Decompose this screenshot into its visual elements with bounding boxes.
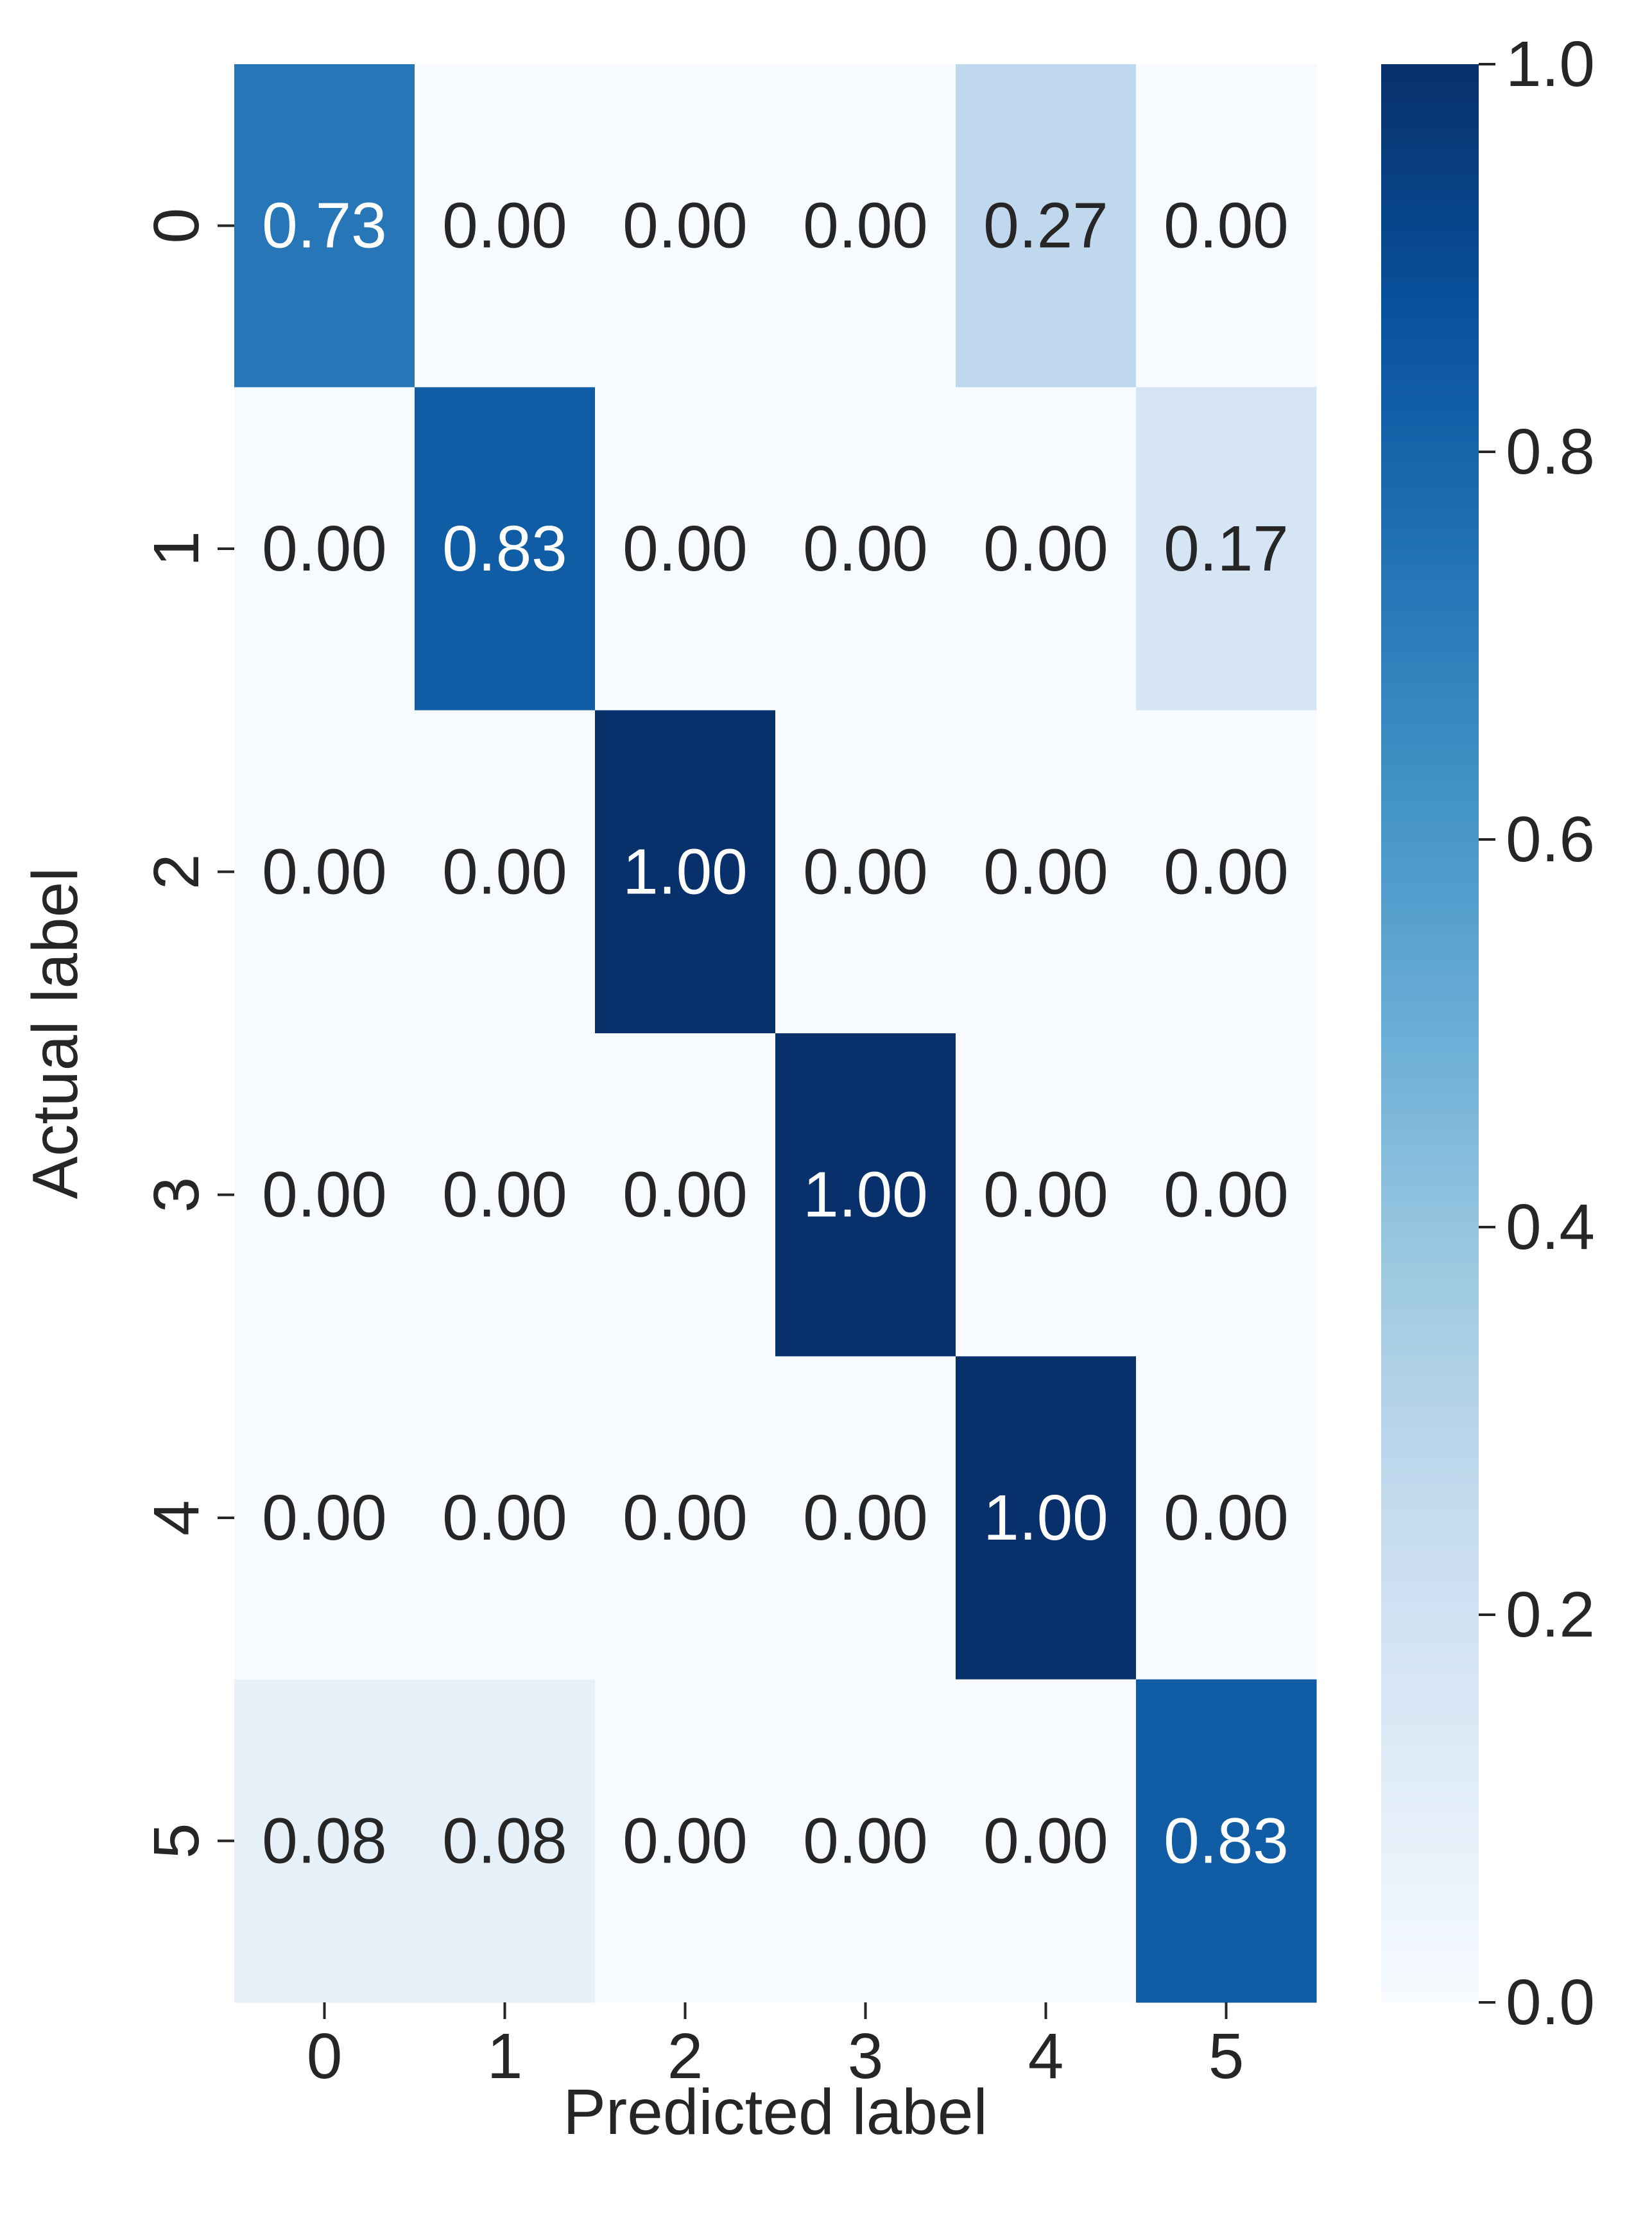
cell-value-r3-c2: 0.00 — [623, 1159, 748, 1231]
x-axis: 0 1 2 3 4 5 — [307, 2002, 1244, 2092]
heatmap-cell-r3-c0 — [234, 1033, 415, 1357]
heatmap-cell-r3-c5 — [1136, 1033, 1317, 1357]
y-tick-label-5: 5 — [141, 1823, 212, 1859]
y-axis-label: Actual label — [19, 868, 91, 1199]
heatmap-cell-r1-c2 — [595, 387, 776, 711]
y-tick-label-3: 3 — [141, 1177, 212, 1213]
cell-value-r0-c3: 0.00 — [803, 190, 928, 262]
heatmap-cell-r5-c2 — [595, 1679, 776, 2003]
heatmap-cell-r3-c3 — [775, 1033, 956, 1357]
heatmap-cell-r1-c1 — [415, 387, 596, 711]
cell-value-r1-c4: 0.00 — [983, 513, 1108, 585]
cell-value-r2-c4: 0.00 — [983, 836, 1108, 907]
cell-value-r2-c1: 0.00 — [442, 836, 567, 907]
x-tick-label-0: 0 — [307, 2020, 343, 2092]
heatmap-cell-r4-c0 — [234, 1356, 415, 1680]
heatmap-cell-r1-c3 — [775, 387, 956, 711]
cell-value-r4-c4: 1.00 — [983, 1482, 1108, 1554]
cell-value-r4-c3: 0.00 — [803, 1482, 928, 1554]
cell-value-r2-c2: 1.00 — [623, 836, 748, 907]
heatmap-cell-r2-c2 — [595, 710, 776, 1034]
x-tick-label-2: 2 — [667, 2020, 703, 2092]
heatmap-cell-r0-c5 — [1136, 64, 1317, 388]
heatmap-cell-r5-c5 — [1136, 1679, 1317, 2003]
x-axis-label: Predicted label — [563, 2076, 988, 2148]
cell-value-r1-c1: 0.83 — [442, 513, 567, 585]
y-tick-label-1: 1 — [141, 531, 212, 567]
x-tick-label-1: 1 — [487, 2020, 523, 2092]
heatmap-cell-r5-c3 — [775, 1679, 956, 2003]
cell-value-r5-c3: 0.00 — [803, 1805, 928, 1877]
cell-value-r2-c0: 0.00 — [262, 836, 387, 907]
colorbar-tick-label-1.0: 1.0 — [1506, 28, 1595, 100]
heatmap-cell-r2-c1 — [415, 710, 596, 1034]
cell-value-r0-c5: 0.00 — [1164, 190, 1289, 262]
heatmap-cell-r2-c4 — [956, 710, 1137, 1034]
cell-value-r3-c4: 0.00 — [983, 1159, 1108, 1231]
heatmap-cell-r0-c4 — [956, 64, 1137, 388]
cell-value-r4-c1: 0.00 — [442, 1482, 567, 1554]
heatmap-cell-r2-c0 — [234, 710, 415, 1034]
cell-value-r1-c0: 0.00 — [262, 513, 387, 585]
heatmap-cell-r4-c3 — [775, 1356, 956, 1680]
heatmap-cell-r4-c2 — [595, 1356, 776, 1680]
heatmap-cell-r4-c5 — [1136, 1356, 1317, 1680]
cell-value-r5-c0: 0.08 — [262, 1805, 387, 1877]
colorbar-tick-label-0.6: 0.6 — [1506, 804, 1595, 875]
y-tick-label-4: 4 — [141, 1500, 212, 1536]
cell-value-r0-c2: 0.00 — [623, 190, 748, 262]
cell-value-r3-c1: 0.00 — [442, 1159, 567, 1231]
cell-value-r4-c2: 0.00 — [623, 1482, 748, 1554]
y-tick-label-0: 0 — [141, 208, 212, 244]
heatmap-cells — [234, 64, 1317, 2003]
heatmap-cell-r0-c3 — [775, 64, 956, 388]
colorbar-tick-label-0.2: 0.2 — [1506, 1579, 1595, 1651]
cell-value-r5-c5: 0.83 — [1164, 1805, 1289, 1877]
cell-value-r0-c0: 0.73 — [262, 190, 387, 262]
heatmap-cell-r3-c4 — [956, 1033, 1137, 1357]
heatmap-cell-r5-c4 — [956, 1679, 1137, 2003]
heatmap-cell-r4-c4 — [956, 1356, 1137, 1680]
heatmap-cell-r2-c5 — [1136, 710, 1317, 1034]
cell-value-r4-c5: 0.00 — [1164, 1482, 1289, 1554]
heatmap-cell-r1-c5 — [1136, 387, 1317, 711]
colorbar-tick-label-0.4: 0.4 — [1506, 1191, 1595, 1263]
heatmap-annotations: 0.73 0.00 0.00 0.00 0.27 0.00 0.00 0.83 0.00 0.00… — [262, 190, 1289, 1877]
cell-value-r3-c3: 1.00 — [803, 1159, 928, 1231]
cell-value-r4-c0: 0.00 — [262, 1482, 387, 1554]
heatmap-cell-r3-c1 — [415, 1033, 596, 1357]
y-tick-label-2: 2 — [141, 854, 212, 890]
heatmap-cell-r1-c4 — [956, 387, 1137, 711]
cell-value-r5-c1: 0.08 — [442, 1805, 567, 1877]
heatmap-cell-r0-c0 — [234, 64, 415, 388]
colorbar-tick-label-0.8: 0.8 — [1506, 416, 1595, 488]
cell-value-r3-c5: 0.00 — [1164, 1159, 1289, 1231]
heatmap-cell-r5-c1 — [415, 1679, 596, 2003]
x-tick-label-4: 4 — [1028, 2020, 1064, 2092]
cell-value-r0-c4: 0.27 — [983, 190, 1108, 262]
cell-value-r1-c5: 0.17 — [1164, 513, 1289, 585]
colorbar-ticks: 0.0 0.2 0.4 0.6 0.8 1.0 — [1479, 28, 1595, 2038]
cell-value-r5-c2: 0.00 — [623, 1805, 748, 1877]
heatmap-cell-r0-c2 — [595, 64, 776, 388]
heatmap-cell-r5-c0 — [234, 1679, 415, 2003]
cell-value-r1-c3: 0.00 — [803, 513, 928, 585]
x-tick-label-3: 3 — [848, 2020, 884, 2092]
colorbar-tick-label-0.0: 0.0 — [1506, 1966, 1595, 2038]
heatmap-cell-r1-c0 — [234, 387, 415, 711]
y-axis: 0 1 2 3 4 5 — [141, 208, 234, 1859]
cell-value-r5-c4: 0.00 — [983, 1805, 1108, 1877]
heatmap-cell-r0-c1 — [415, 64, 596, 388]
cell-value-r2-c5: 0.00 — [1164, 836, 1289, 907]
cell-value-r0-c1: 0.00 — [442, 190, 567, 262]
heatmap-cell-r2-c3 — [775, 710, 956, 1034]
cell-value-r3-c0: 0.00 — [262, 1159, 387, 1231]
cell-value-r1-c2: 0.00 — [623, 513, 748, 585]
colorbar — [1381, 64, 1479, 2002]
heatmap-cell-r3-c2 — [595, 1033, 776, 1357]
heatmap-cell-r4-c1 — [415, 1356, 596, 1680]
x-tick-label-5: 5 — [1209, 2020, 1244, 2092]
cell-value-r2-c3: 0.00 — [803, 836, 928, 907]
